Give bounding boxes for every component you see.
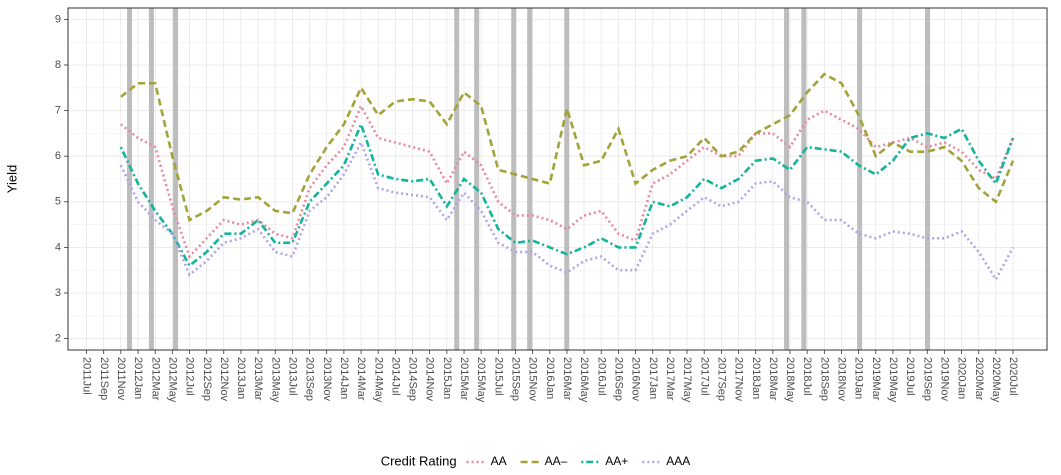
x-tick-label: 2018Jul <box>801 357 813 396</box>
x-tick-label: 2014Jan <box>338 357 350 399</box>
x-tick-label: 2019Mar <box>870 357 882 401</box>
x-tick-label: 2014Sep <box>407 357 419 401</box>
y-tick-label: 3 <box>55 287 61 299</box>
y-tick-label: 2 <box>55 333 61 345</box>
x-tick-label: 2012May <box>166 357 178 403</box>
x-tick-label: 2013Sep <box>304 357 316 401</box>
event-bar <box>511 8 517 350</box>
legend-label: AA– <box>545 454 568 468</box>
y-tick-label: 9 <box>55 13 61 25</box>
y-tick-label: 7 <box>55 105 61 117</box>
event-bar <box>127 8 133 350</box>
series-line <box>120 72 1015 222</box>
legend-label: AAA <box>666 454 690 468</box>
x-tick-label: 2013Mar <box>252 357 264 401</box>
event-bar <box>148 8 154 350</box>
x-tick-label: 2018May <box>784 357 796 403</box>
x-tick-label: 2017May <box>681 357 693 403</box>
event-bar <box>454 8 460 350</box>
x-tick-label: 2012Nov <box>218 357 230 402</box>
x-tick-label: 2011Sep <box>98 357 110 400</box>
event-bar <box>801 8 807 350</box>
x-tick-label: 2012Jan <box>132 357 144 399</box>
x-tick-label: 2020Jul <box>1007 357 1019 396</box>
x-tick-label: 2016Mar <box>561 357 573 401</box>
series-line <box>120 103 1015 259</box>
x-tick-label: 2019May <box>887 357 899 403</box>
event-bar <box>527 8 533 350</box>
x-tick-label: 2018Jan <box>750 357 762 399</box>
x-tick-label: 2019Jul <box>904 357 916 396</box>
legend: Credit Rating AA AA– AA+ AAA <box>381 453 691 468</box>
x-tick-label: 2016Sep <box>613 357 625 401</box>
y-tick-label: 6 <box>55 150 61 162</box>
x-tick-label: 2014May <box>372 357 384 403</box>
x-tick-label: 2011Jul <box>81 357 93 395</box>
x-tick-label: 2017Jan <box>647 357 659 399</box>
event-bar <box>474 8 480 350</box>
x-tick-label: 2012Sep <box>201 357 213 401</box>
event-bar <box>564 8 570 350</box>
x-tick-label: 2019Nov <box>938 357 950 402</box>
x-tick-label: 2015May <box>475 357 487 403</box>
event-bar <box>857 8 863 350</box>
x-tick-label: 2019Jan <box>853 357 865 399</box>
x-tick-label: 2016Jan <box>544 357 556 399</box>
x-tick-label: 2016Jul <box>595 357 607 396</box>
event-bar <box>784 8 790 350</box>
x-tick-label: 2015Sep <box>510 357 522 401</box>
legend-label: AA <box>491 454 507 468</box>
x-tick-label: 2013Jul <box>287 357 299 396</box>
x-tick-label: 2020May <box>990 357 1002 403</box>
x-tick-label: 2011Nov <box>115 357 127 401</box>
x-tick-label: 2014Nov <box>424 357 436 402</box>
y-tick-label: 4 <box>55 241 61 253</box>
x-tick-label: 2014Jul <box>389 357 401 396</box>
x-tick-label: 2016May <box>578 357 590 403</box>
x-tick-label: 2020Mar <box>973 357 985 401</box>
y-axis-label: Yield <box>4 165 19 193</box>
x-tick-label: 2018Nov <box>836 357 848 402</box>
x-tick-label: 2018Mar <box>767 357 779 401</box>
legend-label: AA+ <box>605 454 628 468</box>
x-tick-label: 2012Mar <box>149 357 161 401</box>
plot-border <box>67 7 1048 351</box>
x-tick-label: 2016Nov <box>630 357 642 402</box>
x-tick-label: 2017Sep <box>715 357 727 401</box>
event-bar <box>173 8 179 350</box>
x-tick-label: 2013May <box>269 357 281 403</box>
x-tick-label: 2017Mar <box>664 357 676 401</box>
y-tick-label: 8 <box>55 59 61 71</box>
x-tick-label: 2015Jul <box>492 357 504 396</box>
x-tick-label: 2019Sep <box>921 357 933 401</box>
x-tick-label: 2013Jan <box>235 357 247 399</box>
x-tick-label: 2015Nov <box>527 357 539 402</box>
y-tick-label: 5 <box>55 196 61 208</box>
x-tick-label: 2015Jan <box>441 357 453 399</box>
event-bar <box>925 8 931 350</box>
x-tick-label: 2015Mar <box>458 357 470 401</box>
x-tick-label: 2013Nov <box>321 357 333 402</box>
x-tick-label: 2017Jul <box>698 357 710 396</box>
x-tick-label: 2014Mar <box>355 357 367 401</box>
x-tick-label: 2020Jan <box>956 357 968 399</box>
x-tick-label: 2017Nov <box>733 357 745 402</box>
x-tick-label: 2012Jul <box>184 357 196 396</box>
x-tick-label: 2018Sep <box>818 357 830 401</box>
legend-title: Credit Rating <box>381 453 457 468</box>
series-line <box>119 120 1015 268</box>
